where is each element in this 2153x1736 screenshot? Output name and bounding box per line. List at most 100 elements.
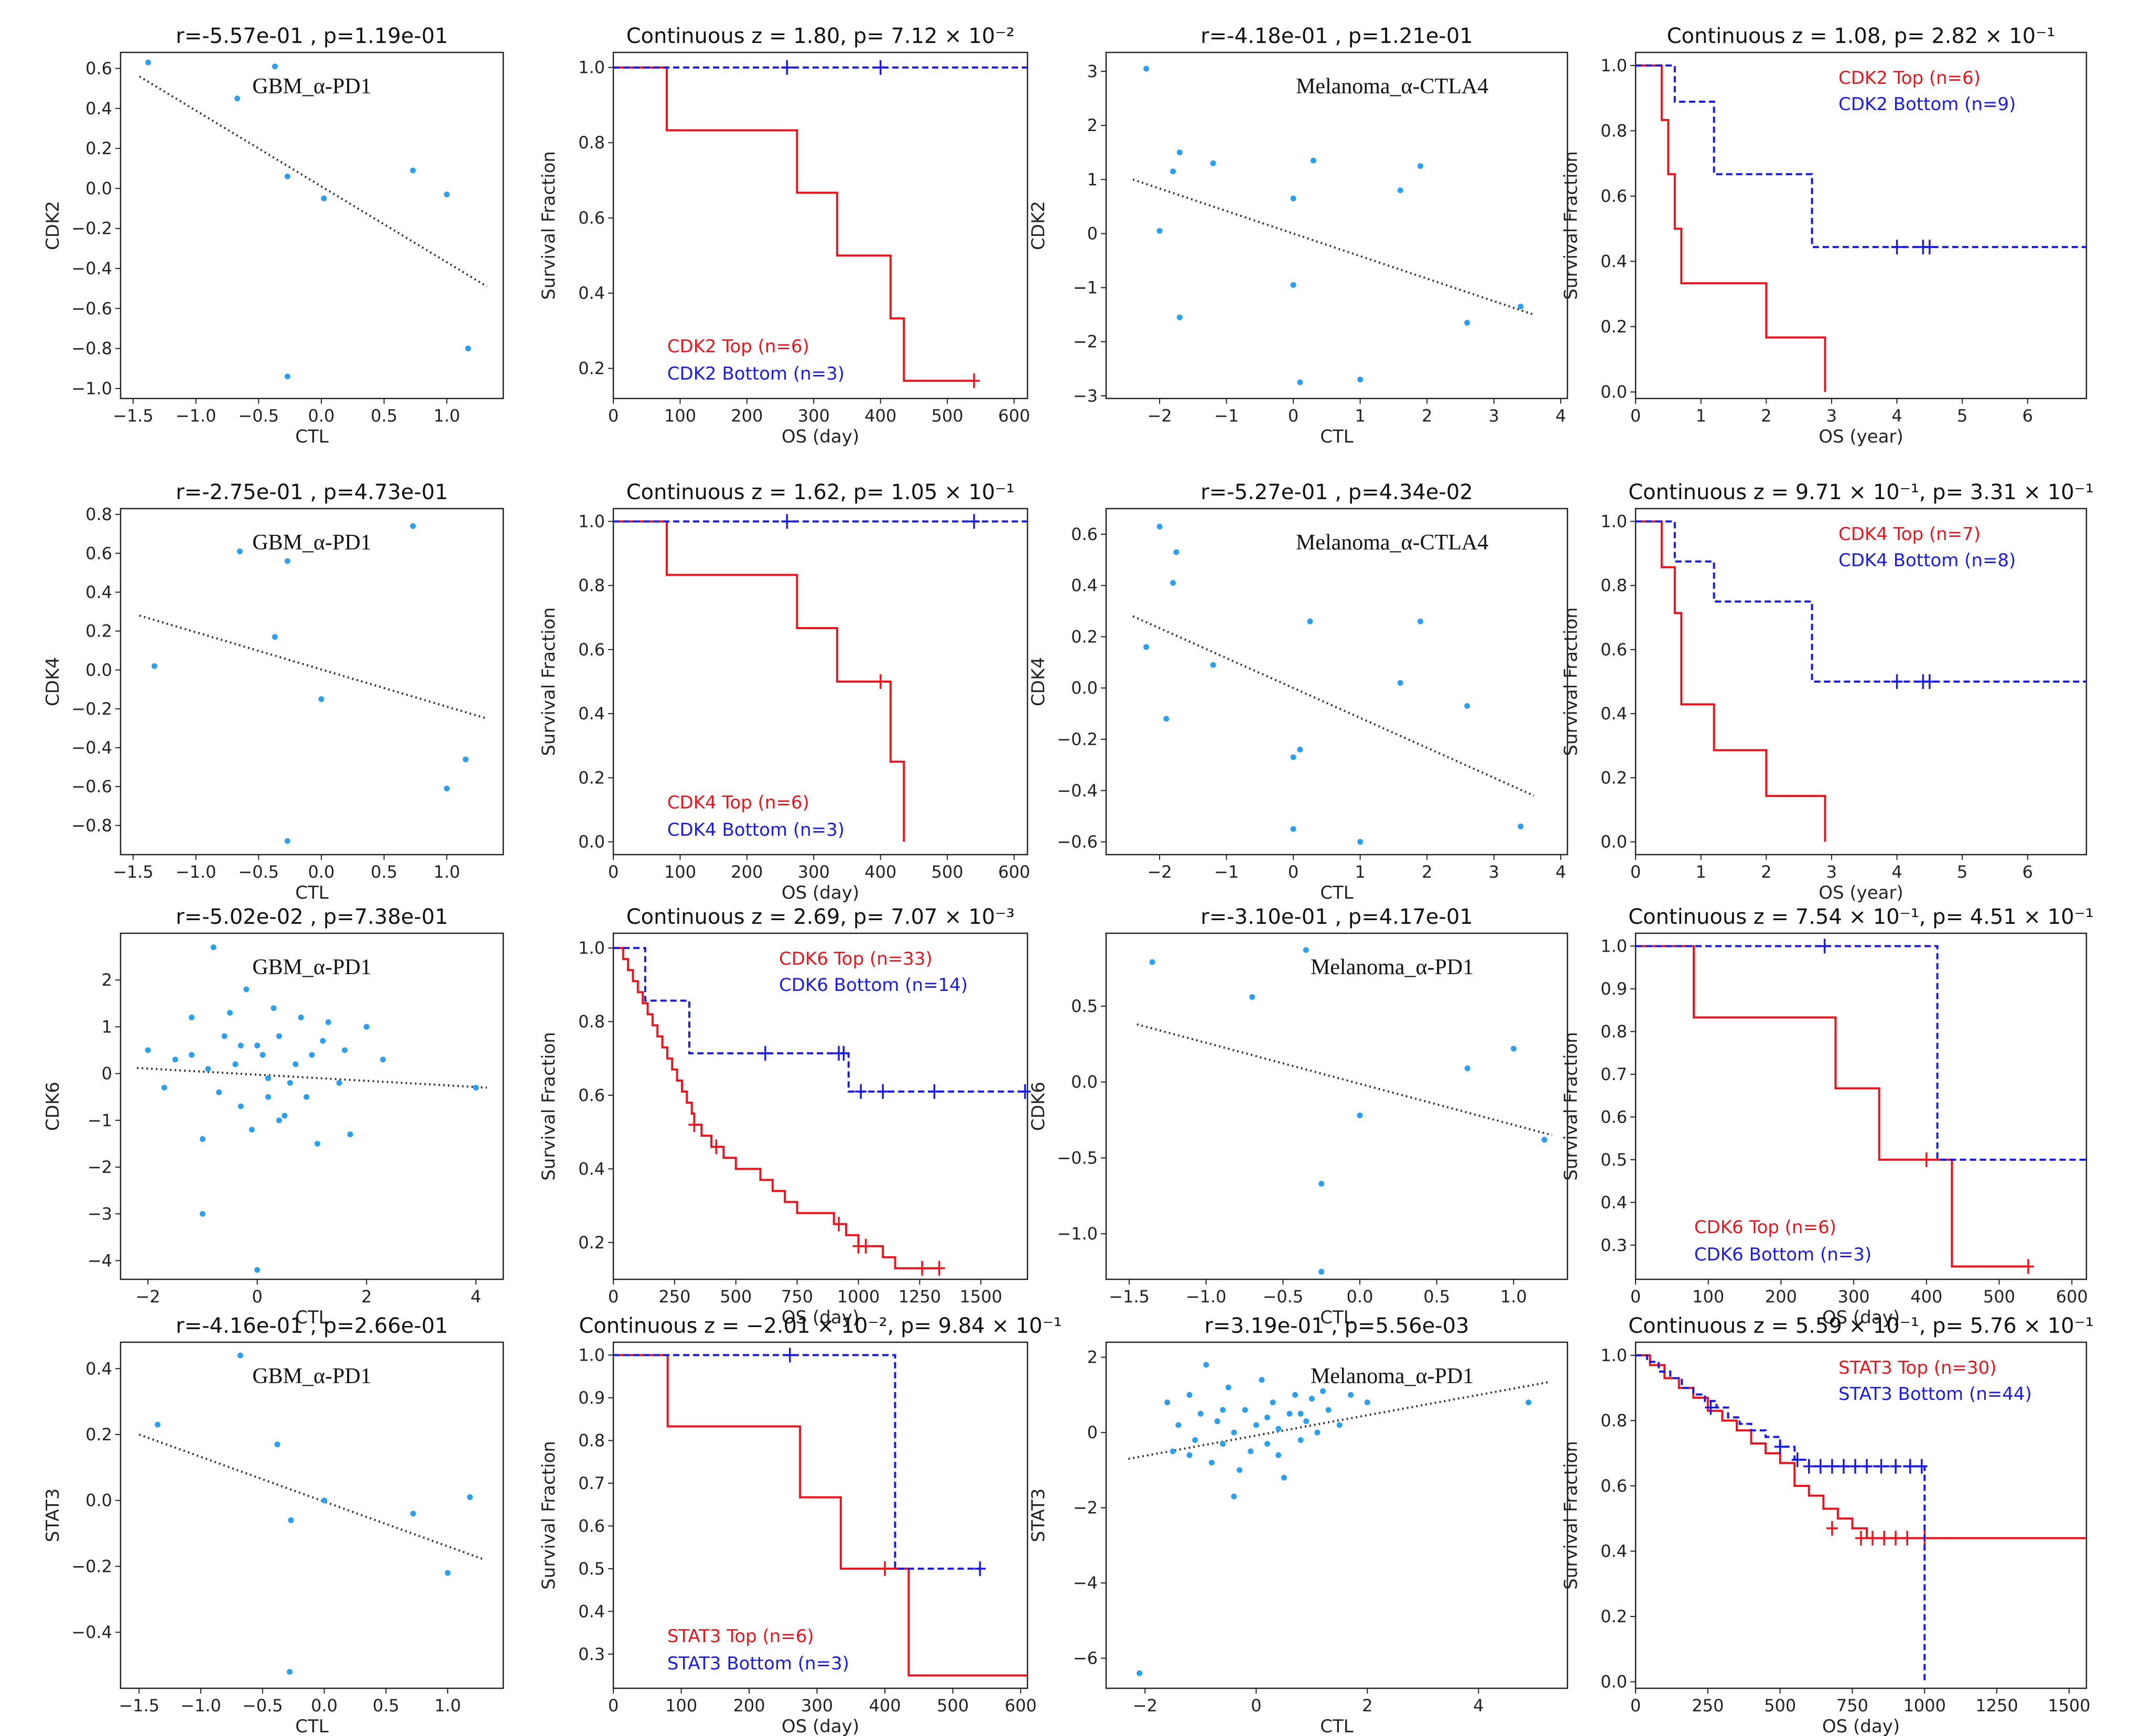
plot-frame bbox=[120, 932, 504, 1280]
y-tick-label: 0.4 bbox=[578, 1601, 605, 1621]
scatter-point bbox=[274, 1441, 280, 1448]
plot-frame bbox=[612, 932, 1029, 1280]
y-tick-label: 0.4 bbox=[578, 704, 605, 724]
legend-entry: STAT3 Bottom (n=3) bbox=[667, 1653, 849, 1674]
x-tick-label: 1.0 bbox=[435, 1696, 461, 1716]
y-tick-label: 2 bbox=[102, 970, 112, 990]
y-tick-label: 0.7 bbox=[578, 1473, 605, 1493]
scatter-point bbox=[1336, 1422, 1343, 1428]
plot-frame bbox=[120, 508, 504, 856]
scatter-point bbox=[1203, 1362, 1209, 1368]
y-tick-label: 0.6 bbox=[578, 1516, 605, 1536]
y-tick-label: 0.8 bbox=[578, 133, 605, 153]
censor-mark bbox=[1855, 1530, 1867, 1546]
x-tick-label: 300 bbox=[798, 406, 830, 426]
y-tick-label: 0.6 bbox=[578, 1085, 605, 1105]
scatter-point bbox=[336, 1080, 342, 1086]
plot-frame bbox=[1635, 1341, 2087, 1689]
scatter-point bbox=[1275, 1452, 1282, 1458]
x-tick-label: −2 bbox=[136, 1287, 160, 1307]
y-tick-label: 0.4 bbox=[1600, 251, 1627, 271]
scatter-point bbox=[272, 634, 278, 640]
censor-mark bbox=[928, 1084, 940, 1099]
scatter-point bbox=[287, 1669, 293, 1675]
x-tick-label: 1000 bbox=[837, 1287, 880, 1307]
scatter-point bbox=[473, 1084, 479, 1091]
x-tick-label: 500 bbox=[720, 1287, 752, 1307]
censor-mark bbox=[1904, 1459, 1916, 1474]
scatter-point bbox=[1156, 228, 1163, 234]
scatter-point bbox=[284, 373, 290, 380]
scatter-point bbox=[1325, 1407, 1332, 1413]
x-tick-label: −0.5 bbox=[238, 862, 279, 882]
x-tick-label: 750 bbox=[1836, 1696, 1868, 1716]
y-tick-label: −3 bbox=[1073, 386, 1098, 406]
x-tick-label: −1 bbox=[1214, 862, 1239, 882]
cohort-annotation: Melanoma_α-PD1 bbox=[1311, 955, 1474, 979]
y-tick-label: 0.4 bbox=[85, 99, 112, 118]
scatter-point bbox=[321, 1497, 328, 1504]
x-tick-label: 2 bbox=[1761, 406, 1771, 426]
scatter-point bbox=[443, 785, 450, 792]
scatter-point bbox=[380, 1056, 386, 1063]
scatter-point bbox=[1357, 376, 1364, 383]
x-tick-label: −1.0 bbox=[180, 1696, 221, 1716]
x-tick-label: 300 bbox=[798, 862, 830, 882]
y-tick-label: −2 bbox=[1073, 1498, 1098, 1518]
scatter-point bbox=[1163, 716, 1170, 722]
x-tick-label: 4 bbox=[1555, 406, 1566, 426]
x-tick-label: 200 bbox=[731, 406, 763, 426]
y-tick-label: 0.4 bbox=[578, 1159, 605, 1179]
y-axis-label: CDK2 bbox=[1028, 201, 1049, 250]
scatter-point bbox=[1417, 163, 1423, 169]
y-tick-label: 0.9 bbox=[578, 1388, 605, 1408]
y-axis-label: Survival Fraction bbox=[538, 1441, 559, 1590]
scatter-point bbox=[271, 1005, 277, 1011]
y-tick-label: −0.4 bbox=[71, 738, 112, 758]
y-tick-label: 0.8 bbox=[1600, 1021, 1627, 1041]
y-tick-label: 0.2 bbox=[578, 1233, 605, 1253]
panel-p7: Continuous z = 9.71 × 10⁻¹, p= 3.31 × 10… bbox=[1561, 480, 2094, 903]
y-tick-label: −3 bbox=[88, 1204, 112, 1224]
y-tick-label: −6 bbox=[1073, 1648, 1098, 1668]
y-tick-label: 0.0 bbox=[85, 178, 112, 198]
plot-title: Continuous z = 5.59 × 10⁻¹, p= 5.76 × 10… bbox=[1628, 1314, 2094, 1338]
scatter-point bbox=[1186, 1392, 1193, 1398]
legend-entry: CDK4 Top (n=7) bbox=[1838, 524, 1981, 545]
x-tick-label: 500 bbox=[1983, 1287, 2015, 1307]
scatter-point bbox=[1307, 618, 1313, 624]
x-axis-label: OS (day) bbox=[782, 1307, 859, 1328]
y-axis-label: Survival Fraction bbox=[538, 607, 559, 756]
x-tick-label: 0 bbox=[1288, 862, 1299, 882]
y-tick-label: 0 bbox=[1087, 223, 1098, 243]
scatter-point bbox=[309, 1052, 315, 1058]
y-tick-label: −1.0 bbox=[71, 379, 112, 398]
x-tick-label: 1250 bbox=[899, 1287, 941, 1307]
plot-title: Continuous z = 1.80, p= 7.12 × 10⁻² bbox=[626, 24, 1015, 48]
x-tick-label: 1 bbox=[1695, 406, 1706, 426]
y-tick-label: −0.8 bbox=[71, 339, 112, 359]
panel-p9: Continuous z = 2.69, p= 7.07 × 10⁻³ 0 250 5… bbox=[538, 905, 1031, 1328]
x-tick-label: 4 bbox=[1891, 406, 1902, 426]
y-tick-label: 0.8 bbox=[1600, 576, 1627, 596]
y-tick-label: −1 bbox=[1073, 278, 1098, 298]
legend-entry: STAT3 Top (n=6) bbox=[667, 1626, 814, 1647]
x-tick-label: 100 bbox=[665, 1696, 697, 1716]
scatter-point bbox=[1231, 1493, 1237, 1500]
x-axis-label: OS (day) bbox=[782, 1716, 859, 1736]
scatter-point bbox=[1143, 66, 1150, 72]
x-tick-label: 0 bbox=[1251, 1696, 1261, 1716]
censor-mark bbox=[1705, 1400, 1717, 1415]
y-tick-label: −0.6 bbox=[71, 298, 112, 318]
y-tick-label: 1.0 bbox=[1600, 936, 1627, 956]
scatter-point bbox=[227, 1010, 233, 1016]
scatter-point bbox=[1156, 523, 1163, 530]
plot-title: Continuous z = 7.54 × 10⁻¹, p= 4.51 × 10… bbox=[1628, 905, 2094, 929]
cohort-annotation: GBM_α-PD1 bbox=[252, 531, 371, 555]
y-tick-label: −0.6 bbox=[71, 777, 112, 796]
scatter-point bbox=[161, 1084, 167, 1091]
plot-title: r=-5.27e-01 , p=4.34e-02 bbox=[1200, 480, 1473, 504]
panel-p1: Continuous z = 1.80, p= 7.12 × 10⁻² 0 100 2… bbox=[538, 24, 1030, 447]
scatter-point bbox=[1541, 1137, 1548, 1143]
x-tick-label: 100 bbox=[664, 862, 696, 882]
